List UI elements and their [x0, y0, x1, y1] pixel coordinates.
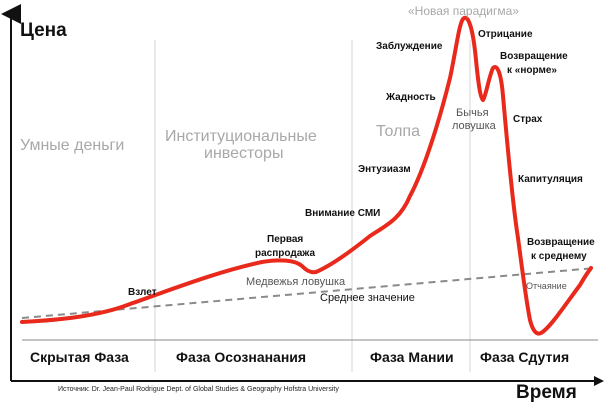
phase-blowoff: Фаза Сдутия — [480, 349, 569, 365]
label-delusion: Заблуждение — [376, 40, 443, 52]
label-despair: Отчаяние — [526, 281, 567, 291]
label-capitulation: Капитуляция — [518, 174, 583, 185]
heading-crowd: Толпа — [376, 123, 420, 140]
phase-mania: Фаза Мании — [370, 349, 454, 365]
x-axis-title: Время — [516, 382, 577, 403]
price-curve — [20, 15, 593, 336]
label-bull-trap-line2: ловушка — [452, 120, 497, 132]
label-return-normal-line2: к «норме» — [507, 65, 557, 76]
label-first-sellout-line2: распродажа — [255, 248, 315, 259]
label-denial: Отрицание — [478, 29, 533, 40]
heading-smart-money: Умные деньги — [20, 137, 124, 154]
phase-awareness: Фаза Осознанания — [176, 349, 306, 365]
label-first-sellout-line1: Первая — [267, 234, 303, 245]
label-return-mean-line2: к среднему — [531, 251, 587, 262]
label-return-mean-line1: Возвращение — [527, 237, 595, 248]
x-axis-arrow — [594, 376, 604, 386]
y-axis-title: Цена — [20, 20, 67, 41]
label-fear: Страх — [513, 114, 543, 125]
label-takeoff: Взлет — [128, 287, 157, 298]
heading-institutional-line1: Институциональные — [165, 128, 317, 145]
source-credit: Источник: Dr. Jean-Paul Rodrigue Dept. o… — [58, 386, 339, 393]
label-mean: Среднее значение — [320, 292, 415, 304]
label-greed: Жадность — [385, 92, 436, 103]
label-return-normal-line1: Возвращение — [500, 51, 568, 62]
heading-institutional-line2: инвесторы — [204, 145, 283, 162]
label-media-attention: Внимание СМИ — [305, 208, 380, 219]
label-new-paradigm: «Новая парадигма» — [408, 4, 519, 18]
label-enthusiasm: Энтузиазм — [358, 164, 411, 175]
label-bear-trap: Медвежья ловушка — [246, 276, 346, 288]
label-bull-trap-line1: Бычья — [456, 107, 489, 119]
phase-stealth: Скрытая Фаза — [30, 349, 129, 365]
